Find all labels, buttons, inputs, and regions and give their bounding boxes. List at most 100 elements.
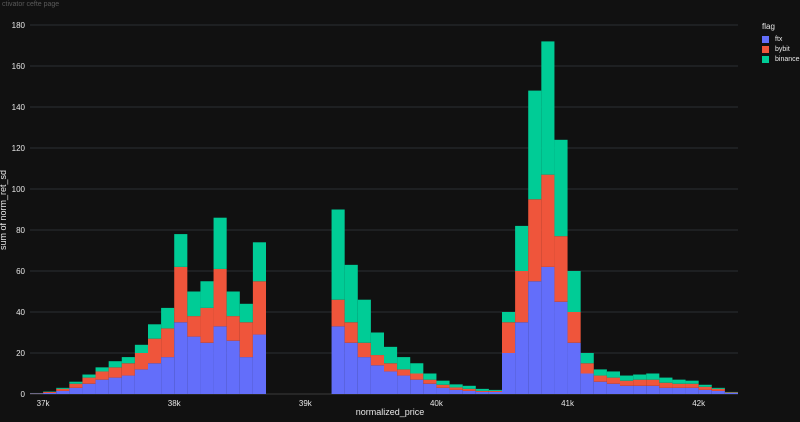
bar-binance: [488, 389, 502, 391]
bar-binance: [344, 264, 358, 323]
bar-ftx: [410, 379, 424, 394]
bar-bybit: [475, 390, 489, 392]
bar-ftx: [200, 342, 214, 394]
bar-bybit: [95, 371, 109, 380]
bar-binance: [95, 367, 109, 372]
bar-ftx: [633, 385, 647, 394]
bar-bybit: [56, 388, 70, 391]
bar-ftx: [724, 392, 738, 394]
bar-bybit: [226, 316, 240, 341]
y-tick-label: 20: [16, 349, 25, 358]
bar-ftx: [541, 266, 555, 394]
bar-ftx: [646, 385, 660, 394]
bar-bybit: [620, 380, 634, 386]
bar-binance: [357, 299, 371, 343]
bar-bybit: [698, 386, 712, 390]
bar-binance: [620, 375, 634, 381]
bar-bybit: [724, 392, 738, 393]
bar-binance: [200, 281, 214, 308]
bar-binance: [515, 225, 529, 271]
bar-ftx: [69, 387, 83, 394]
bar-bybit: [239, 322, 253, 358]
bar-ftx: [174, 322, 188, 394]
bar-binance: [187, 291, 201, 317]
bar-ftx: [528, 281, 542, 394]
legend-swatch-binance: [762, 55, 769, 63]
y-tick-labels: 0 20 40 60 80 100 120 140 160 180: [12, 21, 26, 399]
bars: [30, 41, 738, 394]
bar-ftx: [148, 363, 162, 394]
bar-binance: [134, 344, 148, 353]
bar-ftx: [659, 387, 673, 394]
bar-bybit: [606, 377, 620, 384]
bar-binance: [397, 357, 411, 370]
bar-bybit: [108, 367, 122, 378]
bar-binance: [148, 324, 162, 339]
bar-binance: [541, 41, 555, 175]
legend-swatch-ftx: [762, 35, 769, 43]
bar-binance: [580, 353, 594, 364]
bar-ftx: [423, 383, 437, 394]
bar-bybit: [148, 338, 162, 364]
bar-bybit: [646, 379, 660, 386]
bar-binance: [528, 90, 542, 200]
bar-ftx: [95, 379, 109, 394]
bar-ftx: [567, 342, 581, 394]
bar-bybit: [711, 388, 725, 391]
bar-binance: [226, 291, 240, 317]
bar-binance: [462, 385, 476, 389]
bar-ftx: [593, 381, 607, 394]
bar-bybit: [121, 363, 135, 376]
bar-ftx: [436, 387, 450, 394]
y-axis-title: sum of norm_ret_sd: [0, 170, 8, 250]
bar-binance: [213, 217, 227, 269]
bar-bybit: [370, 355, 384, 366]
bar-bybit: [397, 369, 411, 376]
bar-ftx: [685, 387, 699, 394]
y-tick-label: 120: [12, 144, 26, 153]
y-tick-label: 140: [12, 103, 26, 112]
bar-binance: [56, 387, 70, 389]
bar-bybit: [488, 390, 502, 392]
bar-ftx: [384, 371, 398, 394]
bar-bybit: [633, 379, 647, 386]
bar-bybit: [410, 373, 424, 380]
bar-bybit: [134, 353, 148, 370]
x-tick-label: 42k: [692, 399, 706, 408]
bar-bybit: [423, 379, 437, 384]
bar-ftx: [43, 392, 57, 394]
bar-ftx: [711, 390, 725, 394]
bar-binance: [69, 381, 83, 384]
bar-binance: [475, 388, 489, 391]
y-tick-label: 180: [12, 21, 26, 30]
bar-binance: [410, 363, 424, 374]
legend-item-binance[interactable]: binance: [762, 54, 800, 64]
bar-binance: [423, 373, 437, 380]
x-tick-label: 38k: [168, 399, 182, 408]
legend-swatch-bybit: [762, 45, 769, 53]
legend-item-bybit[interactable]: bybit: [762, 44, 800, 54]
bar-bybit: [541, 174, 555, 267]
bar-ftx: [357, 357, 371, 394]
bar-ftx: [82, 383, 96, 394]
bar-bybit: [43, 391, 57, 393]
bar-binance: [633, 374, 647, 380]
x-tick-label: 39k: [299, 399, 313, 408]
legend: flag ftx bybit binance: [762, 22, 800, 64]
bar-ftx: [449, 389, 463, 394]
bar-bybit: [187, 316, 201, 337]
legend-item-ftx[interactable]: ftx: [762, 34, 800, 44]
bar-binance: [108, 361, 122, 368]
x-tick-label: 41k: [561, 399, 575, 408]
bar-bybit: [384, 363, 398, 372]
bar-ftx: [121, 375, 135, 394]
y-tick-label: 0: [21, 390, 26, 399]
bar-binance: [672, 379, 686, 384]
bar-ftx: [554, 301, 568, 394]
bar-ftx: [475, 391, 489, 394]
legend-title: flag: [762, 22, 775, 31]
legend-label-bybit: bybit: [775, 45, 790, 53]
bar-binance: [161, 307, 175, 329]
bar-bybit: [502, 322, 516, 353]
